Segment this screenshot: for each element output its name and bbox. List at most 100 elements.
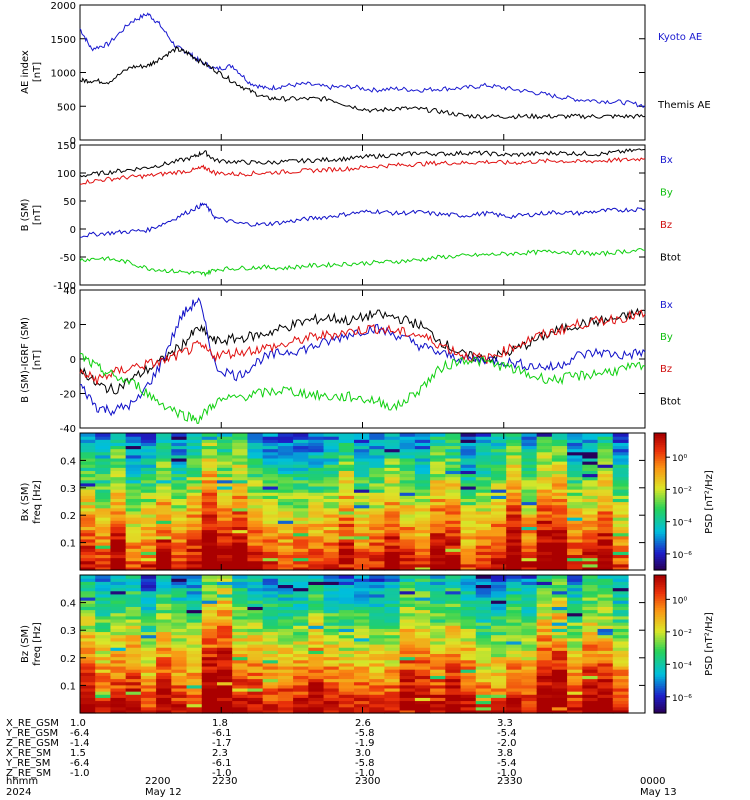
psd-cell [277,625,294,629]
psd-cell [232,687,249,692]
psd-cell [110,581,127,586]
psd-cell [536,706,553,711]
psd-cell [582,637,599,642]
psd-cell [201,548,218,552]
psd-cell [445,473,462,478]
psd-cell [247,637,264,642]
psd-cell [293,520,309,524]
psd-cell [551,470,568,475]
colorbar-segment [654,604,666,608]
psd-cell [140,596,157,601]
psd-cell [597,587,614,592]
psd-cell [308,548,325,552]
psd-cell [110,593,127,598]
colorbar-segment [654,591,666,594]
psd-cell [80,669,96,673]
psd-cell [384,563,401,568]
psd-cell [414,603,431,607]
psd-cell [536,526,553,531]
psd-cell [338,631,355,636]
psd-cell [475,557,492,562]
psd-cell [323,615,340,620]
psd-cell [95,709,112,714]
psd-cell [156,510,172,515]
psd-cell [521,495,538,499]
psd-cell [521,467,538,471]
psd-cell [354,590,370,595]
colorbar-segment [654,623,666,627]
psd-cell [384,554,401,559]
psd-cell [308,687,325,692]
psd-cell [156,498,172,503]
psd-cell [186,433,203,437]
psd-cell [277,656,294,661]
psd-cell [323,697,340,702]
psd-cell [232,603,249,607]
psd-cell [567,439,583,443]
psd-cell [277,612,294,617]
psd-cell [612,532,629,537]
psd-cell [110,637,127,642]
psd-cell [95,485,112,490]
psd-cell [430,535,446,540]
psd-cell [597,659,614,664]
psd-cell [186,538,203,543]
psd-cell [521,618,538,623]
psd-cell [354,473,370,478]
psd-cell [491,560,507,565]
psd-cell [445,681,462,686]
psd-cell [369,545,386,549]
psd-cell [217,467,233,471]
psd-cell [80,492,96,496]
psd-cell [125,535,142,540]
psd-cell [293,461,309,465]
psd-cell [232,498,249,503]
psd-cell [277,473,294,478]
psd-cell [262,563,279,568]
psd-cell [430,575,446,579]
psd-cell [445,590,462,595]
psd-cell [536,637,553,642]
psd-cell [95,644,112,648]
psd-cell [551,706,568,711]
psd-cell [125,612,142,617]
psd-cell [171,548,188,552]
psd-cell [95,703,112,708]
psd-cell [110,467,127,471]
orbit-row-value: -5.8 [355,758,375,769]
psd-cell [567,644,583,648]
psd-cell [232,560,249,565]
psd-cell [217,600,233,604]
colorbar-frame [653,432,667,571]
psd-cell [369,563,386,568]
psd-cell [536,640,553,645]
psd-cell [140,665,157,670]
psd-cell [460,609,477,614]
psd-cell [262,532,279,537]
date-end-label: May 13 [640,787,677,798]
legend-label-bz: Bz [660,364,672,375]
psd-cell [460,593,477,598]
psd-cell [399,618,416,623]
psd-cell [262,697,279,702]
psd-cell [399,634,416,639]
psd-cell [277,587,294,592]
psd-cell [232,548,249,552]
psd-cell [308,495,325,499]
psd-cell [460,436,477,440]
psd-cell [308,520,325,524]
psd-cell [262,612,279,617]
psd-cell [460,517,477,521]
psd-cell [308,669,325,673]
psd-cell [247,554,264,559]
psd-cell [612,523,629,528]
psd-cell [567,473,583,478]
psd-cell [460,625,477,629]
psd-cell [201,442,218,447]
psd-cell [460,622,477,626]
psd-cell [110,584,127,589]
psd-cell [156,669,172,673]
psd-cell [323,672,340,676]
psd-cell [140,451,157,456]
psd-cell [125,644,142,648]
